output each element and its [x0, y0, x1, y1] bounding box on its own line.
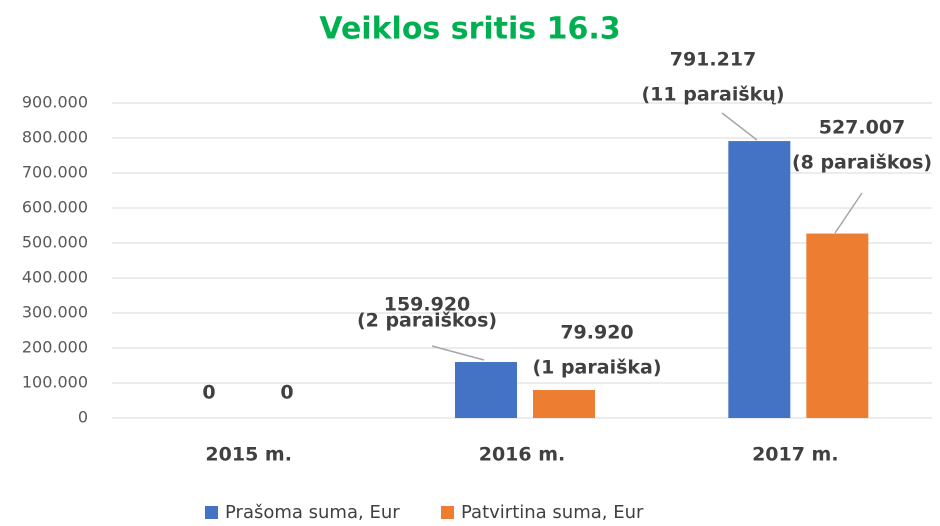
y-tick-label: 0 [78, 408, 88, 427]
leader-line [834, 192, 863, 234]
y-tick-label: 400.000 [22, 268, 88, 287]
data-label: 0 [202, 382, 215, 404]
bar [455, 362, 517, 418]
data-label-note: (8 paraiškos) [792, 152, 932, 174]
data-label: 527.007 [819, 117, 906, 139]
data-label-note: (2 paraiškos) [357, 310, 497, 332]
x-tick-label: 2015 m. [205, 444, 292, 466]
x-tick-label: 2017 m. [752, 444, 839, 466]
bar [728, 141, 791, 419]
legend-swatch [205, 506, 218, 519]
y-tick-label: 800.000 [22, 128, 88, 147]
bar [533, 390, 595, 418]
leader-line [431, 345, 485, 361]
data-label-note: (11 paraiškų) [641, 84, 784, 106]
y-tick-label: 300.000 [22, 303, 88, 322]
y-tick-label: 100.000 [22, 373, 88, 392]
y-tick-label: 500.000 [22, 233, 88, 252]
y-tick-label: 600.000 [22, 198, 88, 217]
data-label-note: (1 paraiška) [532, 357, 661, 379]
legend-swatch [441, 506, 454, 519]
data-label: 791.217 [670, 49, 757, 71]
x-tick-label: 2016 m. [479, 444, 566, 466]
y-tick-label: 900.000 [22, 93, 88, 112]
bar [806, 233, 869, 418]
chart-title: Veiklos sritis 16.3 [319, 12, 620, 47]
legend-label: Prašoma suma, Eur [225, 502, 400, 523]
y-tick-label: 700.000 [22, 163, 88, 182]
y-tick-label: 200.000 [22, 338, 88, 357]
data-label: 0 [280, 382, 293, 404]
data-label: 159.920 [384, 294, 471, 316]
data-label: 79.920 [560, 322, 633, 344]
legend-label: Patvirtina suma, Eur [461, 502, 644, 523]
leader-line [721, 112, 758, 141]
